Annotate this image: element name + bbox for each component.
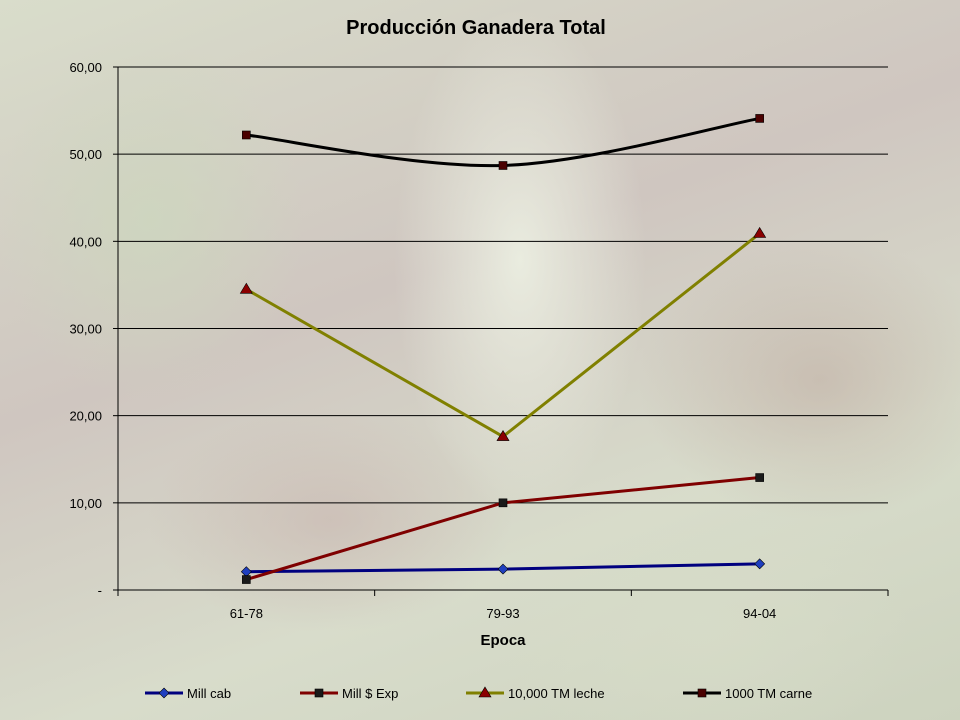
series-line [245,232,761,439]
x-tick-label: 61-78 [230,606,263,621]
data-point [498,498,508,508]
legend-item: Mill $ Exp [300,686,398,701]
legend-label: Mill cab [187,686,231,701]
series-group [239,114,767,584]
y-tick-labels: - 10,00 20,00 30,00 40,00 50,00 60,00 [69,60,102,598]
legend-label: Mill $ Exp [342,686,398,701]
data-point [239,282,253,294]
series-line [246,116,760,168]
y-tick-label: 50,00 [69,147,102,162]
legend-swatch-marker [697,688,707,698]
legend-label: 1000 TM carne [725,686,812,701]
data-point [242,575,251,584]
y-tick-label: 60,00 [69,60,102,75]
y-tick-label: - [98,583,102,598]
legend-swatch-marker [158,687,170,699]
y-tick-label: 20,00 [69,409,102,424]
grid-lines [113,66,888,591]
x-tick-labels: 61-78 79-93 94-04 [230,606,777,621]
legend: Mill cab Mill $ Exp 10,000 TM leche 1000 TM… [145,686,812,701]
data-point [753,226,767,238]
data-point [497,563,509,575]
y-tick-label: 40,00 [69,234,102,249]
y-tick-label: 30,00 [69,322,102,337]
legend-item: 10,000 TM leche [466,686,605,701]
data-point [496,430,510,441]
data-point [242,130,251,140]
y-tick-label: 10,00 [69,496,102,511]
data-point [754,558,766,570]
x-tick-label: 79-93 [486,606,519,621]
x-tick-label: 94-04 [743,606,776,621]
axes [117,67,889,596]
legend-swatch-marker [314,688,324,698]
data-point [755,114,764,123]
legend-item: 1000 TM carne [683,686,812,701]
legend-swatch-marker [478,686,492,698]
legend-label: 10,000 TM leche [508,686,605,701]
legend-item: Mill cab [145,686,231,701]
data-point [755,473,764,482]
data-point [240,566,252,578]
data-point [498,161,508,170]
chart-title: Producción Ganadera Total [346,17,606,39]
x-axis-title: Epoca [480,632,526,649]
